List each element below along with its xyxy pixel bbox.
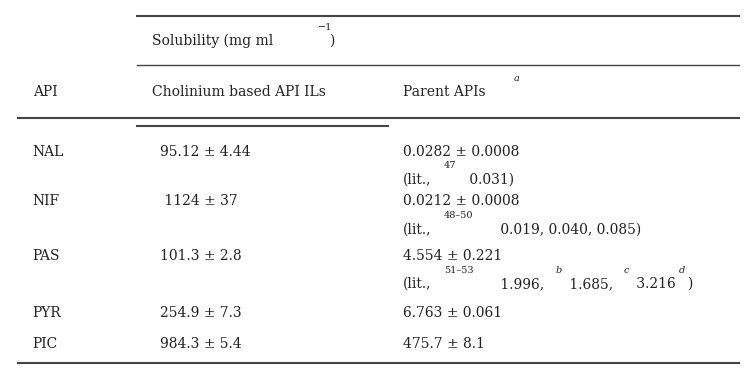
Text: 0.0282 ± 0.0008: 0.0282 ± 0.0008 bbox=[403, 145, 519, 159]
Text: b: b bbox=[556, 266, 562, 275]
Text: 95.12 ± 4.44: 95.12 ± 4.44 bbox=[160, 145, 250, 159]
Text: Cholinium based API ILs: Cholinium based API ILs bbox=[152, 85, 326, 99]
Text: 984.3 ± 5.4: 984.3 ± 5.4 bbox=[160, 337, 242, 350]
Text: PAS: PAS bbox=[32, 249, 60, 263]
Text: NIF: NIF bbox=[32, 194, 59, 208]
Text: ): ) bbox=[328, 34, 334, 48]
Text: 47: 47 bbox=[444, 161, 456, 170]
Text: 1124 ± 37: 1124 ± 37 bbox=[160, 194, 237, 208]
Text: 3.216: 3.216 bbox=[632, 277, 676, 291]
Text: d: d bbox=[678, 266, 684, 275]
Text: 4.554 ± 0.221: 4.554 ± 0.221 bbox=[403, 249, 502, 263]
Text: (lit.,: (lit., bbox=[403, 172, 431, 186]
Text: 1.685,: 1.685, bbox=[565, 277, 613, 291]
Text: 0.019, 0.040, 0.085): 0.019, 0.040, 0.085) bbox=[496, 222, 642, 236]
Text: NAL: NAL bbox=[32, 145, 64, 159]
Text: a: a bbox=[514, 74, 519, 83]
Text: 1.996,: 1.996, bbox=[496, 277, 544, 291]
Text: PYR: PYR bbox=[32, 306, 62, 320]
Text: c: c bbox=[623, 266, 629, 275]
Text: Parent APIs: Parent APIs bbox=[403, 85, 485, 99]
Text: 254.9 ± 7.3: 254.9 ± 7.3 bbox=[160, 306, 242, 320]
Text: 51–53: 51–53 bbox=[444, 266, 474, 275]
Text: 0.0212 ± 0.0008: 0.0212 ± 0.0008 bbox=[403, 194, 519, 208]
Text: 101.3 ± 2.8: 101.3 ± 2.8 bbox=[160, 249, 242, 263]
Text: −1: −1 bbox=[319, 23, 333, 32]
Text: 48–50: 48–50 bbox=[444, 211, 474, 220]
Text: 6.763 ± 0.061: 6.763 ± 0.061 bbox=[403, 306, 501, 320]
Text: 0.031): 0.031) bbox=[465, 172, 514, 186]
Text: 475.7 ± 8.1: 475.7 ± 8.1 bbox=[403, 337, 484, 350]
Text: PIC: PIC bbox=[32, 337, 58, 350]
Text: (lit.,: (lit., bbox=[403, 277, 431, 291]
Text: Solubility (mg ml: Solubility (mg ml bbox=[152, 34, 273, 48]
Text: API: API bbox=[32, 85, 57, 99]
Text: (lit.,: (lit., bbox=[403, 222, 431, 236]
Text: ): ) bbox=[687, 277, 693, 291]
